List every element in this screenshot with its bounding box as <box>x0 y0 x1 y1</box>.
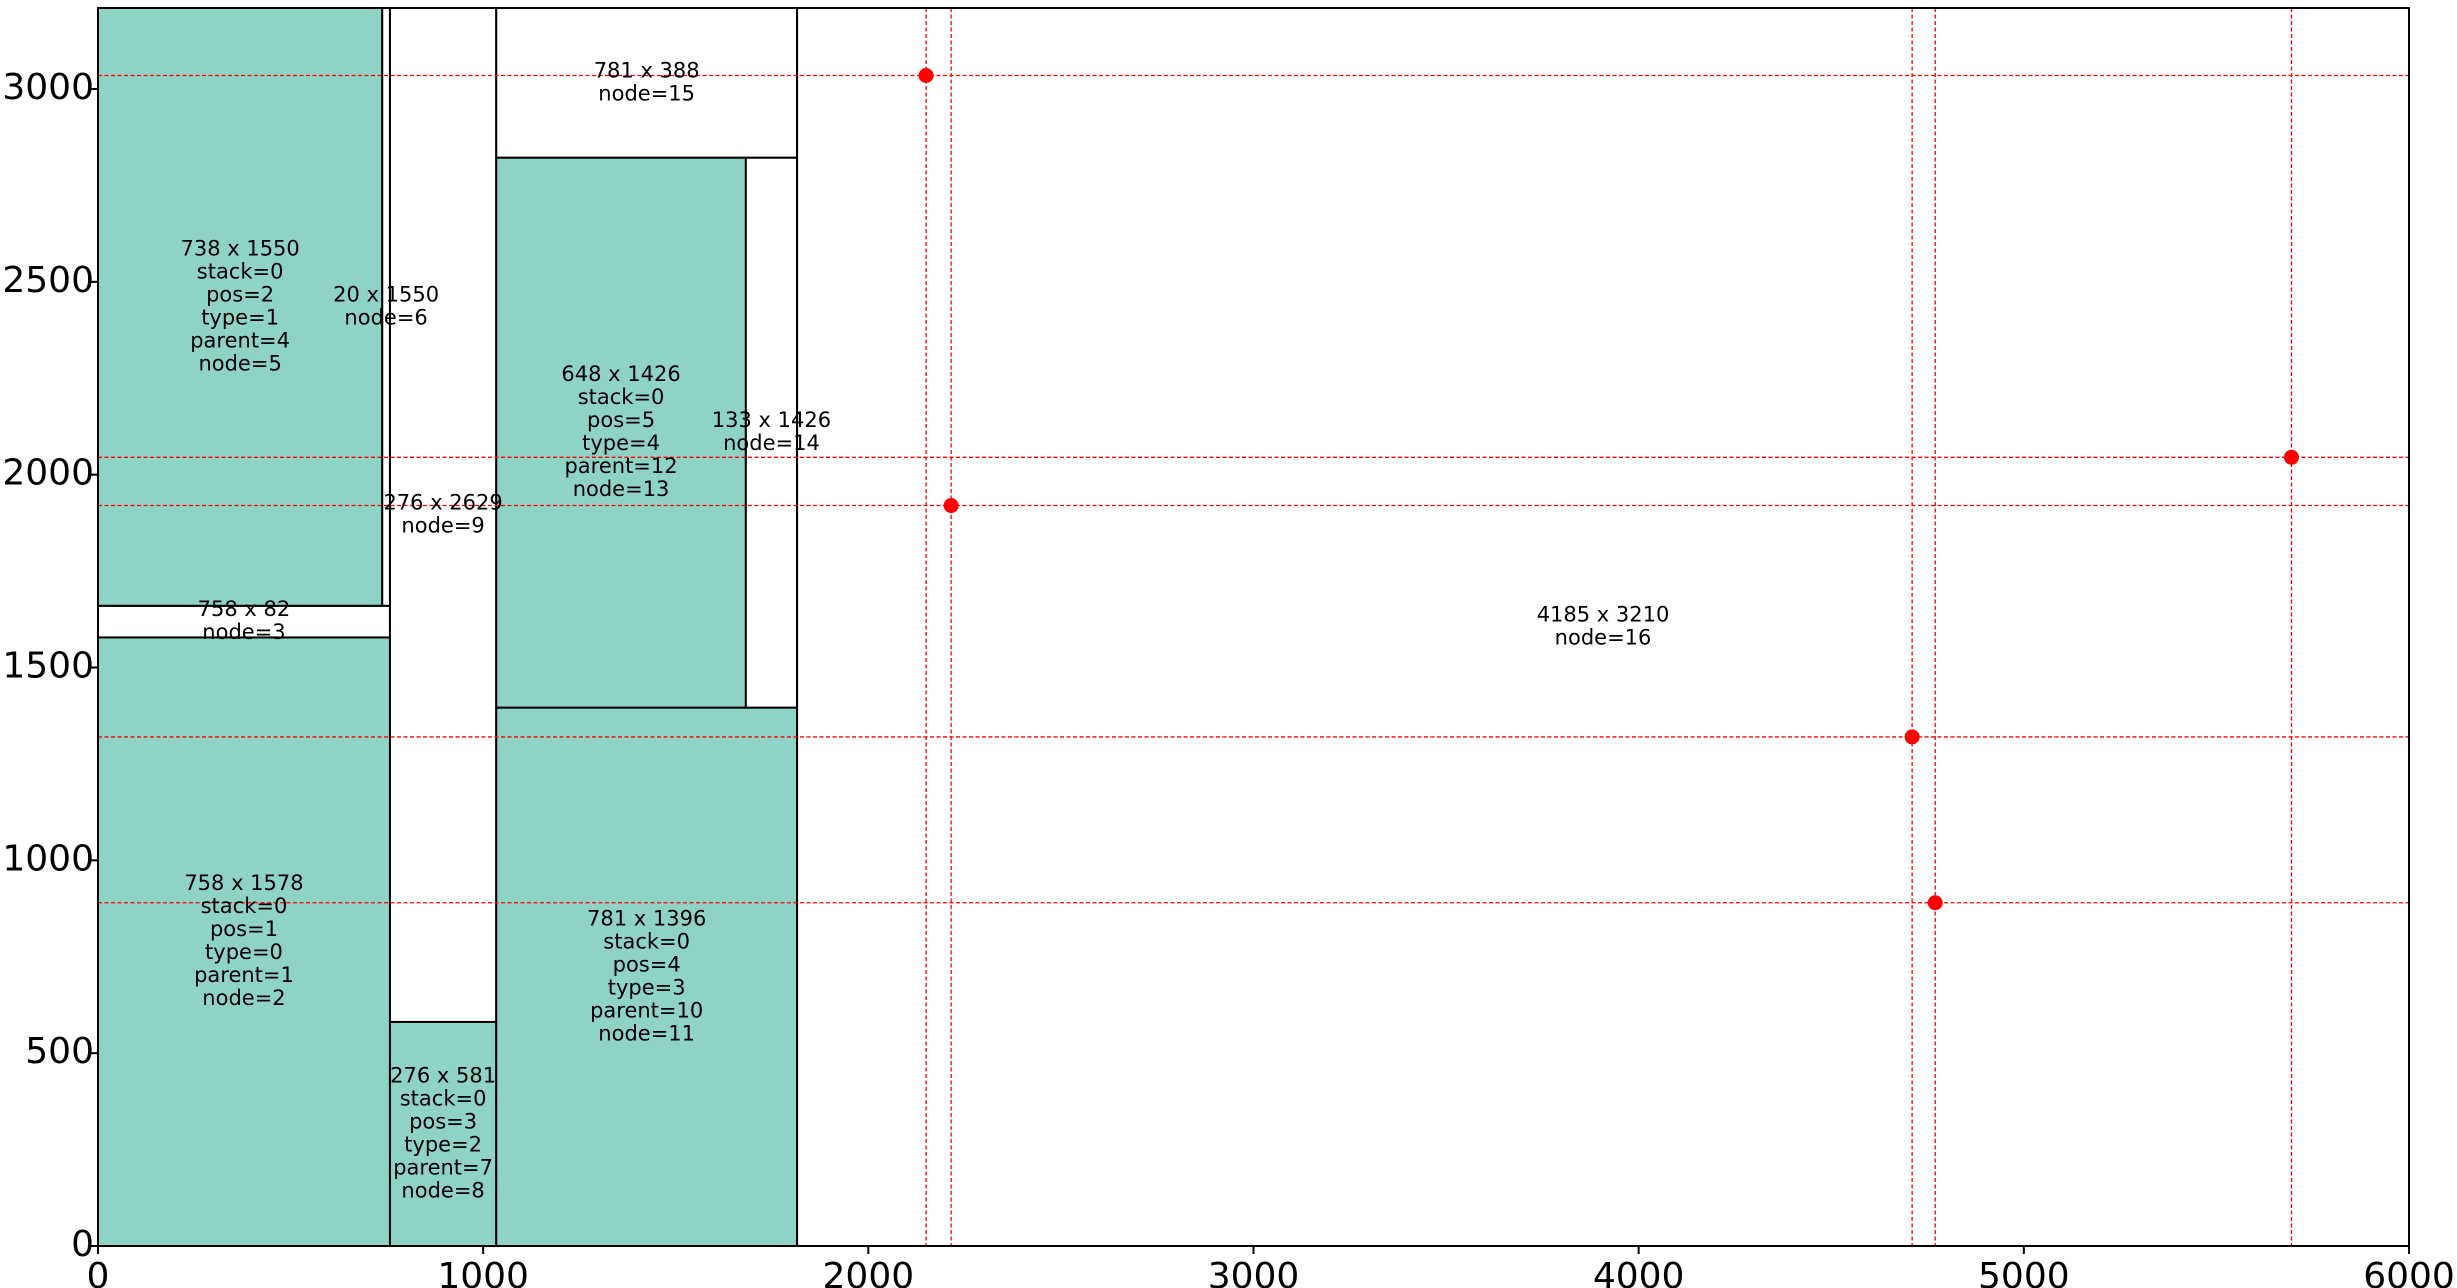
y-tick-label-5: 2500 <box>2 260 94 301</box>
rect-label-6: 781 x 1396 stack=0 pos=4 type=3 parent=10 nod… <box>587 906 706 1045</box>
x-tick-label-2: 2000 <box>823 1256 915 1288</box>
y-tick-label-2: 1000 <box>2 838 94 879</box>
x-tick-label-5: 5000 <box>1978 1256 2070 1288</box>
x-tick-label-0: 0 <box>87 1256 110 1288</box>
point-0 <box>918 67 934 83</box>
rect-label-8: 133 x 1426 node=14 <box>712 408 831 455</box>
y-tick-label-6: 3000 <box>2 67 94 108</box>
x-axis: 0 1000 2000 3000 4000 5000 6000 <box>87 1246 2455 1288</box>
point-3 <box>1927 895 1943 911</box>
rectangle-labels-layer: 758 x 1578 stack=0 pos=1 type=0 parent=1 node… <box>180 58 1669 1202</box>
rect-10 <box>796 7 2410 1247</box>
rect-label-3: 20 x 1550 node=6 <box>333 282 439 329</box>
points-layer <box>918 67 2300 911</box>
point-2 <box>1904 729 1920 745</box>
y-axis: 0 500 1000 1500 2000 2500 3000 <box>2 67 98 1265</box>
x-tick-label-6: 6000 <box>2363 1256 2455 1288</box>
rect-label-0: 758 x 1578 stack=0 pos=1 type=0 parent=1 node… <box>184 871 303 1010</box>
rect-label-2: 738 x 1550 stack=0 pos=2 type=1 parent=4 node… <box>180 236 299 375</box>
x-tick-label-1: 1000 <box>437 1256 529 1288</box>
rect-label-9: 781 x 388 node=15 <box>594 58 700 105</box>
rect-8 <box>744 156 799 709</box>
x-tick-label-4: 4000 <box>1593 1256 1685 1288</box>
rect-7 <box>495 156 747 709</box>
y-tick-label-1: 500 <box>25 1031 94 1072</box>
rect-label-5: 276 x 2629 node=9 <box>383 490 502 537</box>
point-4 <box>2284 449 2300 465</box>
rect-label-10: 4185 x 3210 node=16 <box>1537 603 1670 650</box>
rectangles-layer <box>97 7 2410 1247</box>
guide-lines-layer <box>98 8 2409 1246</box>
x-tick-label-3: 3000 <box>1208 1256 1300 1288</box>
rect-label-1: 758 x 82 node=3 <box>198 597 291 644</box>
y-tick-label-0: 0 <box>71 1224 94 1265</box>
rect-1 <box>97 604 391 639</box>
y-tick-label-4: 2000 <box>2 453 94 494</box>
point-1 <box>943 498 959 514</box>
rect-6 <box>495 706 799 1247</box>
rect-label-7: 648 x 1426 stack=0 pos=5 type=4 parent=12 nod… <box>561 362 680 501</box>
rect-0 <box>97 636 391 1247</box>
y-tick-label-3: 1500 <box>2 645 94 686</box>
rect-9 <box>495 7 799 159</box>
rect-label-4: 276 x 581 stack=0 pos=3 type=2 parent=7 node=… <box>390 1063 496 1202</box>
